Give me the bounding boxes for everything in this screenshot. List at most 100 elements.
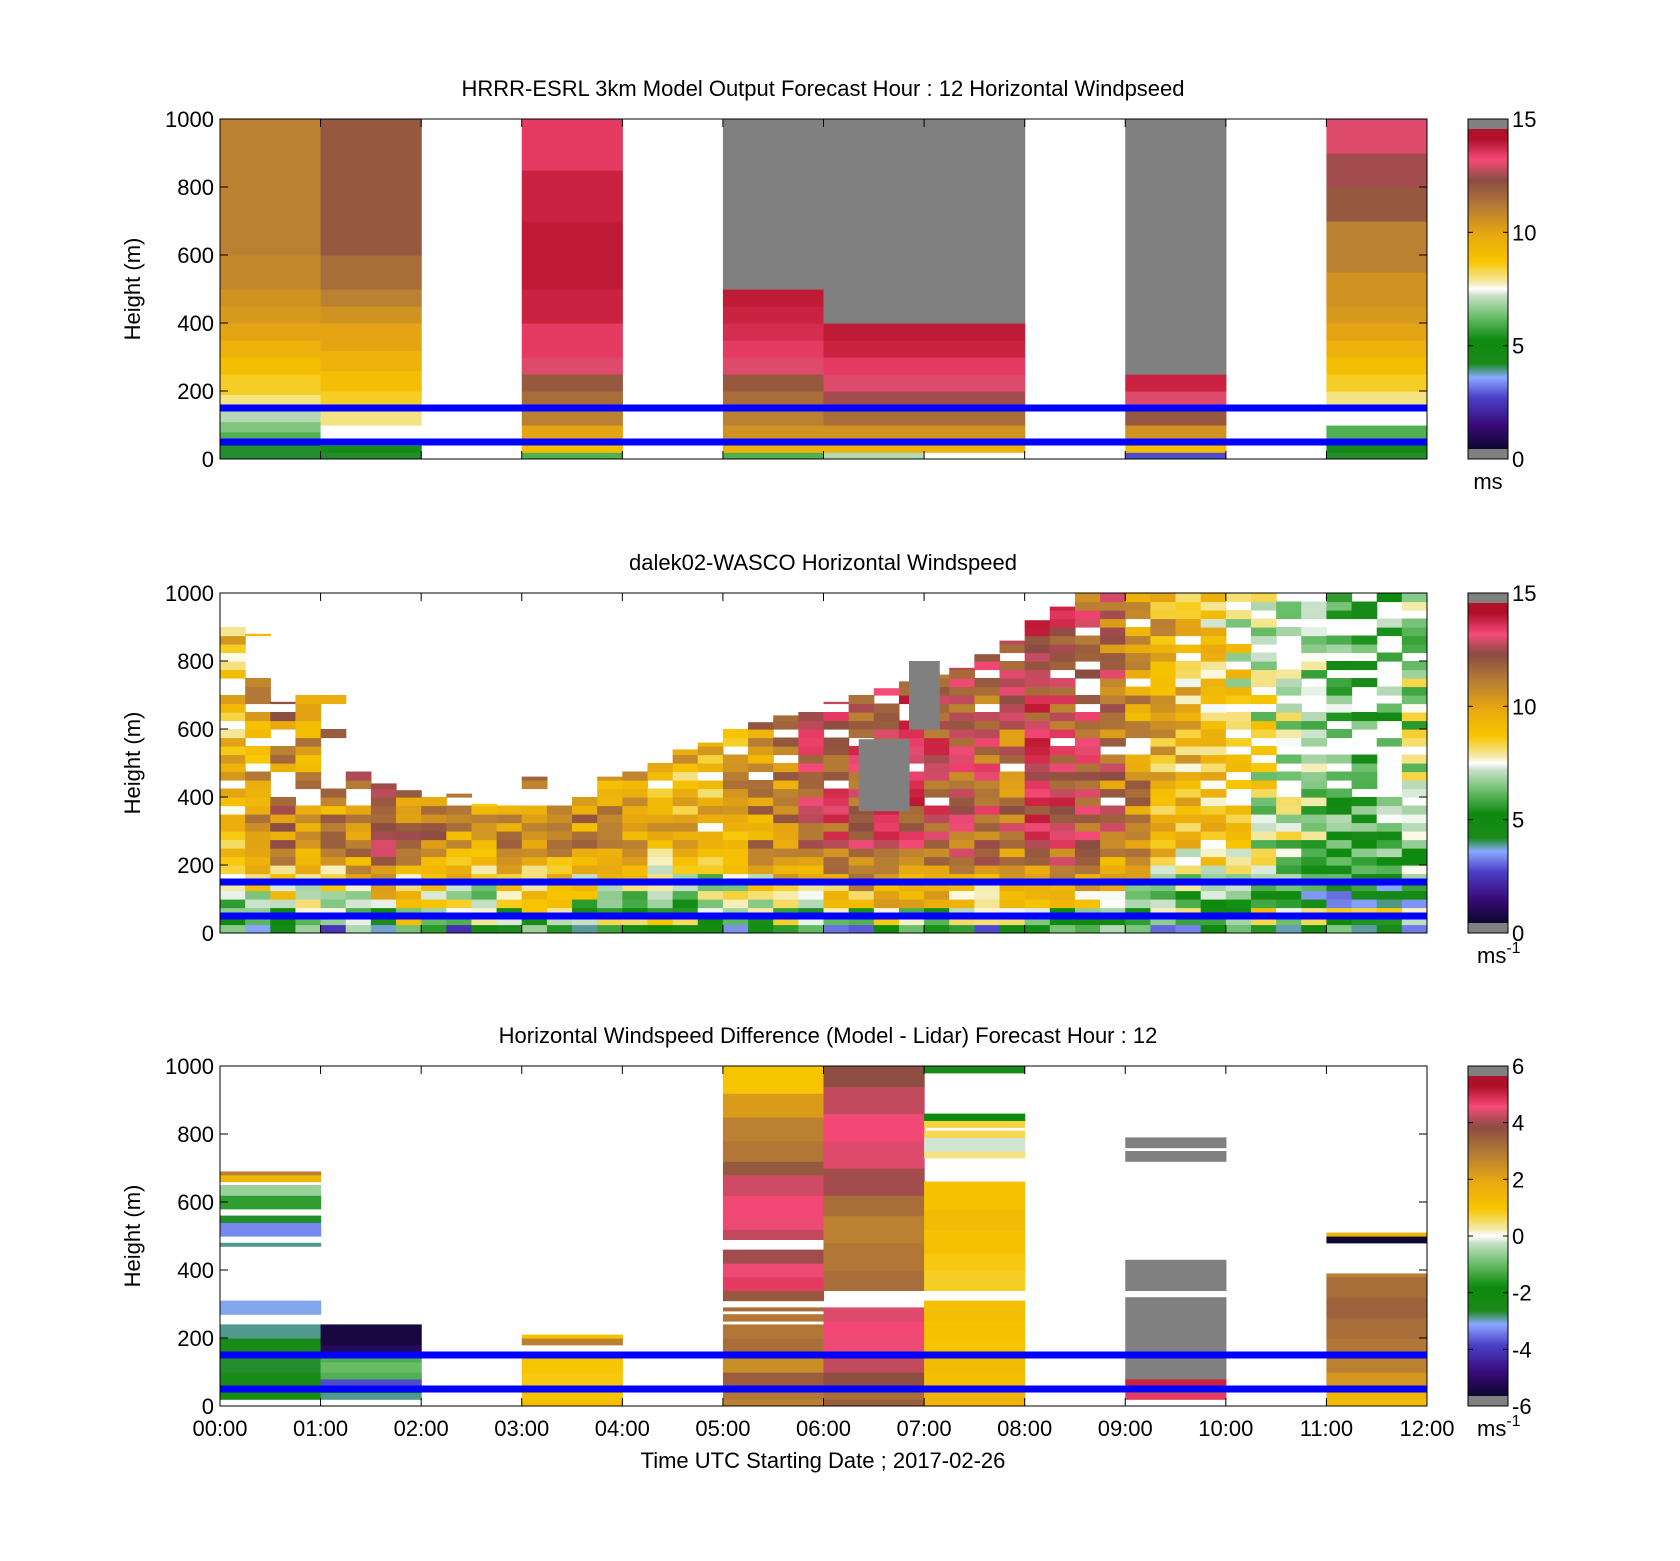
panel-diff-refs: [220, 1351, 1427, 1393]
panel-lidar-cell: [1100, 618, 1126, 628]
panel-lidar-cell: [1074, 746, 1101, 756]
panel-lidar-cell: [345, 924, 372, 933]
panel-lidar-cell: [546, 814, 573, 824]
panel-lidar-cell: [722, 771, 749, 781]
panel-lidar-cell: [1200, 754, 1227, 764]
panel-lidar-cell: [270, 924, 297, 933]
panel-lidar-cell: [1049, 618, 1076, 628]
panel-lidar-cell: [1125, 882, 1151, 892]
panel-lidar-cell: [295, 848, 322, 858]
panel-lidar-cell: [798, 873, 825, 883]
panel-lidar-ytick-label: 0: [202, 921, 214, 946]
panel-lidar-cell: [1351, 601, 1378, 611]
panel-lidar-cell: [270, 916, 297, 926]
panel-model-cell: [320, 425, 422, 440]
panel-lidar-cell: [773, 839, 799, 849]
panel-lidar-cell: [496, 822, 523, 832]
panel-model-cell: [924, 340, 1026, 358]
panel-diff-cell: [320, 1361, 422, 1373]
panel-lidar-cell: [1250, 822, 1277, 832]
panel-lidar-cell: [471, 890, 498, 900]
panel-lidar-cell: [898, 788, 925, 798]
panel-lidar-cell: [245, 882, 271, 892]
panel-lidar-cell: [1351, 907, 1378, 917]
panel-model-cell: [320, 391, 422, 409]
panel-lidar-cell: [370, 831, 397, 841]
panel-lidar-cell: [1276, 737, 1302, 747]
panel-lidar-ylabel: Height (m): [120, 712, 145, 815]
panel-lidar-cell: [748, 907, 774, 917]
panel-diff-cell: [722, 1290, 825, 1302]
panel-lidar-cell: [949, 907, 975, 917]
panel-lidar-cell: [496, 916, 523, 926]
panel-lidar-cell: [1024, 763, 1051, 773]
panel-lidar-cell: [697, 822, 724, 832]
panel-lidar-cell: [521, 805, 548, 815]
panel-lidar-cell: [1074, 788, 1101, 798]
panel-lidar-cell: [848, 848, 875, 858]
panel-lidar-cell: [270, 848, 297, 858]
panel-lidar-cell: [1301, 771, 1328, 781]
panel-lidar-cell: [974, 924, 1001, 933]
panel-lidar-cell: [1100, 661, 1126, 671]
panel-lidar-cell: [798, 712, 825, 722]
panel-lidar-cell: [1301, 890, 1328, 900]
panel-lidar-cell: [320, 890, 347, 900]
panel-lidar-cell: [1074, 644, 1101, 654]
panel-lidar-cell: [1351, 865, 1378, 875]
panel-lidar-cell: [546, 822, 573, 832]
panel-lidar-cell: [320, 805, 347, 815]
panel-lidar-cell: [924, 856, 950, 866]
panel-model-colorbar-unit: ms: [1473, 469, 1502, 494]
panel-lidar-cell: [1049, 797, 1076, 807]
panel-lidar-cell: [1225, 593, 1252, 603]
panel-lidar-cell: [873, 729, 900, 739]
panel-lidar-cell: [370, 822, 397, 832]
panel-diff-colorbar-tick-label: -2: [1512, 1281, 1532, 1306]
panel-lidar-cell: [1074, 652, 1101, 662]
panel-lidar-cell: [999, 797, 1026, 807]
panel-lidar-cell: [848, 916, 875, 926]
panel-lidar-cell: [999, 822, 1026, 832]
panel-lidar-cell: [999, 882, 1026, 892]
panel-lidar-cell: [722, 899, 749, 909]
panel-lidar-cell: [396, 848, 422, 858]
panel-lidar-cell: [823, 737, 850, 747]
panel-model-cell: [320, 370, 422, 392]
panel-lidar-cell: [848, 720, 875, 730]
panel-lidar-cell: [672, 839, 699, 849]
x-tick-label: 03:00: [494, 1416, 549, 1441]
panel-lidar-cell: [1074, 780, 1101, 790]
panel-lidar-cell: [1351, 856, 1378, 866]
panel-lidar-cell: [521, 856, 548, 866]
panel-lidar-cell: [1175, 899, 1202, 909]
panel-lidar-cell: [1049, 814, 1076, 824]
panel-lidar-cell: [1250, 678, 1277, 688]
panel-lidar-cell: [1276, 856, 1302, 866]
panel-lidar-cell: [345, 890, 372, 900]
panel-lidar-cell: [1250, 763, 1277, 773]
panel-lidar-cell: [421, 839, 447, 849]
panel-lidar-cell: [999, 907, 1026, 917]
panel-lidar-cell: [898, 746, 925, 756]
panel-lidar-cell: [295, 856, 322, 866]
panel-lidar-cell: [245, 907, 271, 917]
panel-lidar-cell: [471, 814, 498, 824]
panel-lidar-cell: [1276, 805, 1302, 815]
panel-lidar-cell: [1175, 754, 1202, 764]
panel-lidar-cell: [848, 695, 875, 705]
panel-lidar-cell: [999, 695, 1026, 705]
panel-lidar-cell: [672, 907, 699, 917]
panel-lidar-cell: [773, 899, 799, 909]
panel-lidar-cell: [974, 865, 1001, 875]
panel-diff-cell: [722, 1229, 825, 1240]
panel-diff-cell: [220, 1242, 322, 1247]
panel-diff-cell: [722, 1314, 825, 1322]
panel-lidar-cell: [672, 924, 699, 933]
panel-lidar-cell: [1301, 882, 1328, 892]
panel-diff-colorbar-tick-label: 2: [1512, 1167, 1524, 1192]
panel-lidar-cell: [471, 848, 498, 858]
panel-lidar-cell: [949, 746, 975, 756]
panel-lidar-cell: [496, 856, 523, 866]
panel-lidar-cell: [1326, 712, 1353, 722]
